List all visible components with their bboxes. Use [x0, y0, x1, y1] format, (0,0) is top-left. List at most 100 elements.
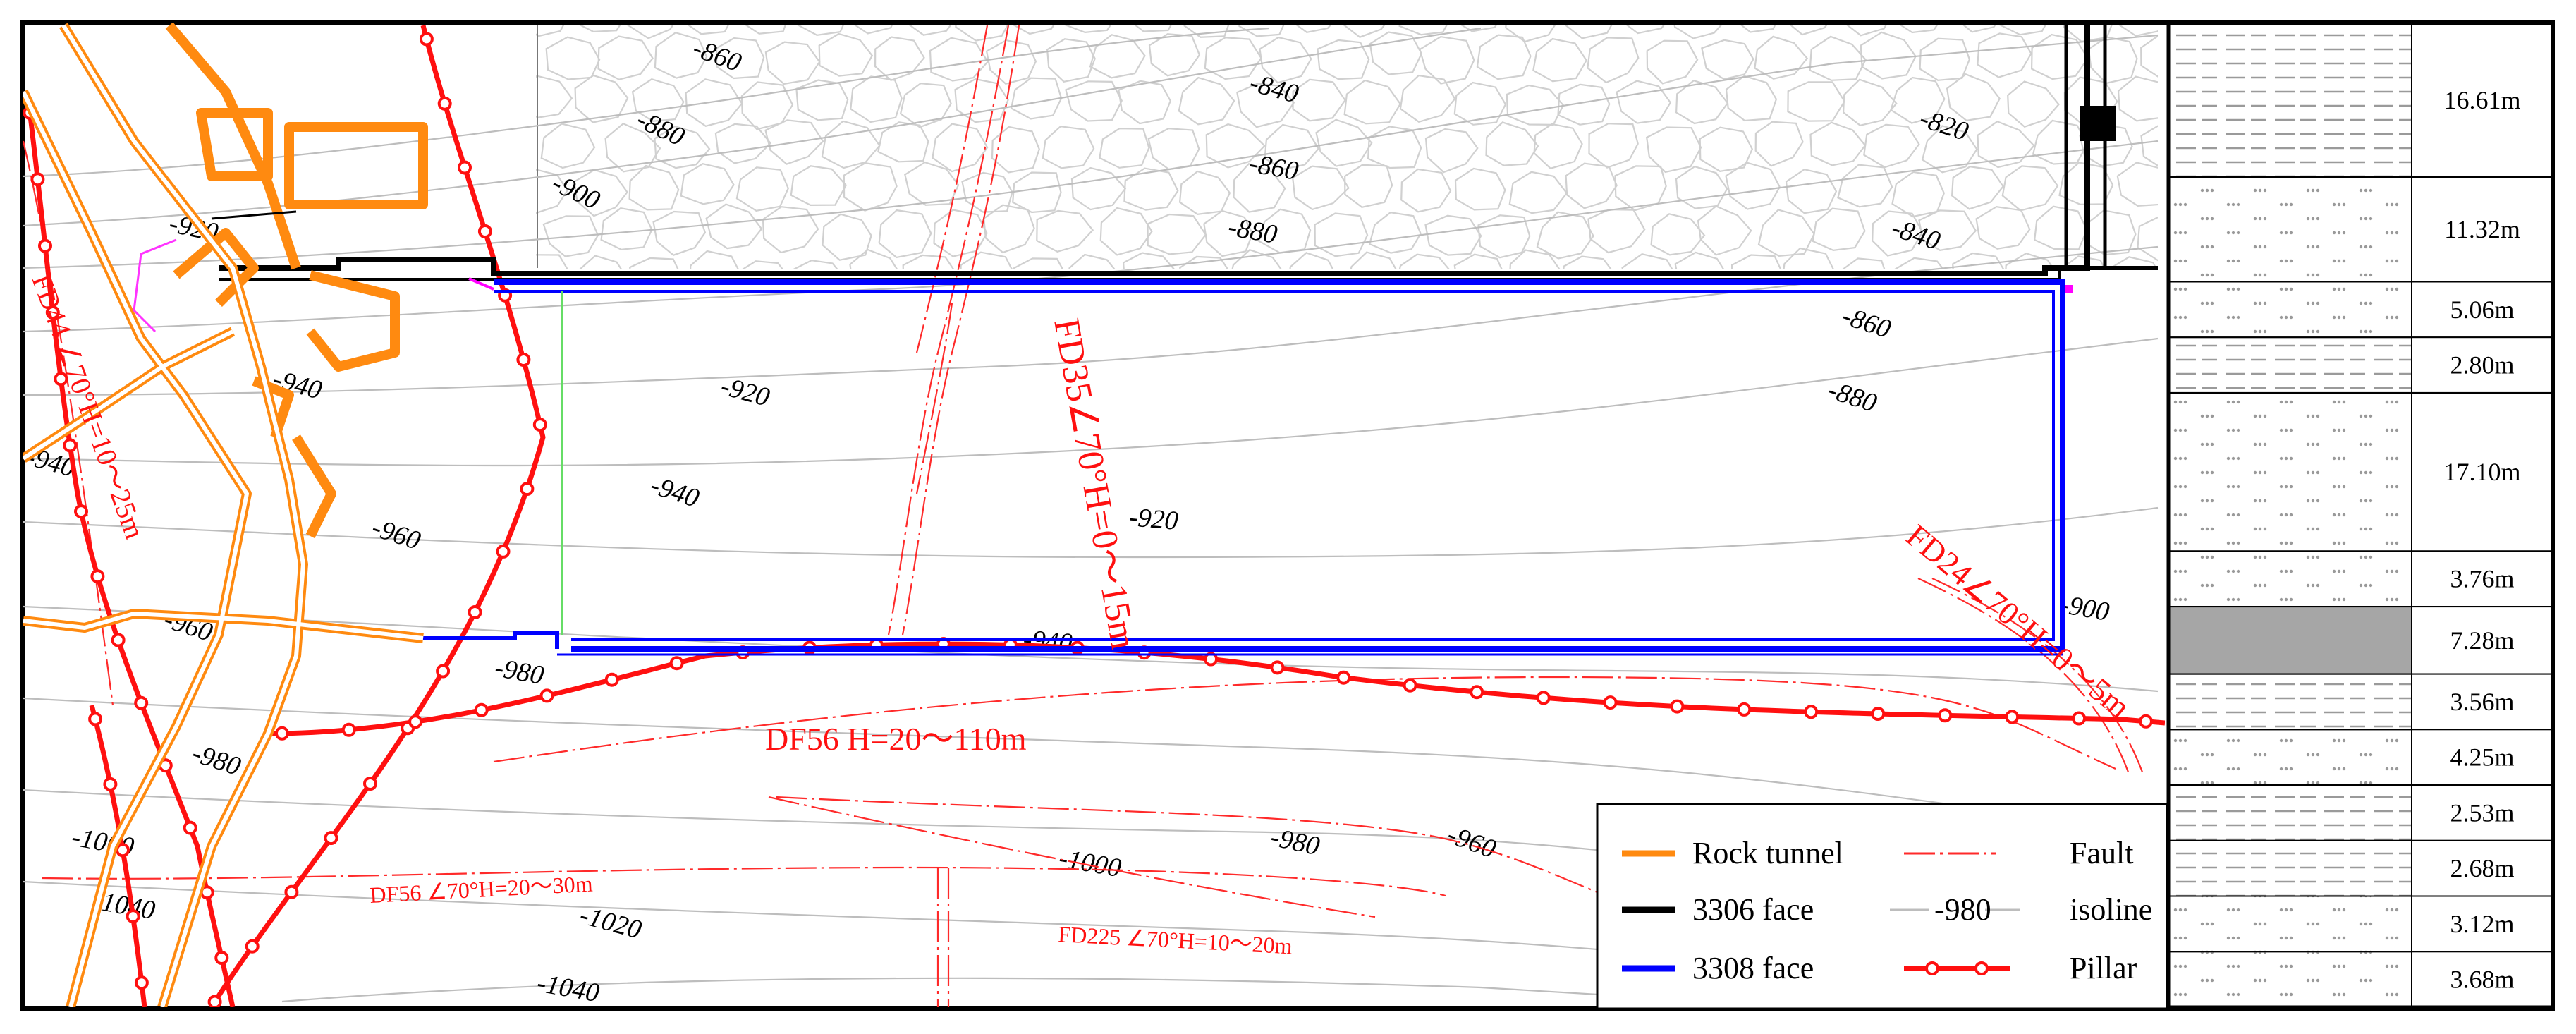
pillar-marker: [496, 544, 511, 559]
goaf-stone: [1315, 118, 1373, 167]
goaf-stone: [1424, 128, 1479, 174]
pillar-marker: [1737, 702, 1752, 717]
goaf-stone: [1999, 25, 2046, 36]
goaf-stone: [579, 255, 623, 269]
legend-pillar-dot: [1974, 961, 1989, 975]
goaf-stone: [1264, 123, 1320, 170]
goaf-stone: [1921, 125, 1978, 174]
goaf-stone: [1860, 31, 1917, 80]
pillar-marker: [183, 820, 197, 835]
goaf-stone: [1842, 78, 1898, 126]
column-value-cell: [2411, 895, 2553, 953]
goaf-stone: [631, 78, 685, 122]
column-value-cell: [2411, 23, 2553, 178]
goaf-stone: [1010, 77, 1063, 120]
goaf-stone: [1646, 126, 1702, 174]
goaf-stone: [1673, 25, 1722, 39]
column-thickness-label: 5.06m: [2450, 296, 2514, 324]
goaf-stone: [1368, 212, 1422, 254]
goaf-stone: [2030, 33, 2089, 80]
goaf-stone: [933, 209, 988, 257]
isoline-label: -840: [1888, 213, 1943, 256]
goaf-stone: [2032, 119, 2089, 165]
pillar-marker: [88, 712, 103, 726]
goaf-stone: [1785, 169, 1838, 214]
goaf-stone: [1123, 167, 1179, 211]
goaf-stone: [1699, 126, 1754, 172]
pillar-marker: [669, 656, 684, 671]
pillar-marker: [408, 714, 423, 729]
pillar-marker: [2005, 710, 2020, 724]
goaf-stone: [597, 35, 654, 80]
column-thickness-label: 7.28m: [2450, 626, 2514, 655]
goaf-stone: [579, 25, 621, 33]
goaf-stone: [1419, 35, 1475, 85]
goaf-stone: [1259, 36, 1312, 84]
isoline-label: -860: [1247, 149, 1300, 186]
goaf-stone: [1454, 167, 1506, 211]
goaf-stone: [1919, 37, 1971, 81]
isoline-label: -860: [1838, 301, 1894, 344]
legend-label-3308-face: 3308 face: [1692, 951, 1814, 985]
column-thickness-label: 3.76m: [2450, 565, 2514, 593]
pillar-marker: [30, 172, 45, 187]
goaf-stone: [1400, 168, 1452, 213]
goaf-stone: [2061, 255, 2106, 269]
column-value-cell: [2411, 336, 2553, 394]
goaf-stone: [1292, 165, 1350, 211]
fault-label-fd35: FD35∠70°H=0～15m: [1046, 315, 1144, 652]
goaf-stone: [1837, 164, 1893, 208]
pillar-marker: [1470, 685, 1484, 700]
pillar-marker: [1871, 707, 1886, 721]
goaf-stone: [688, 25, 729, 35]
goaf-stone: [740, 260, 784, 269]
pillar-marker: [1938, 708, 1953, 723]
column-layer: [2168, 951, 2412, 1009]
column-value-cell: [2411, 951, 2553, 1009]
pillar-marker: [436, 664, 451, 679]
goaf-stone: [1918, 209, 1977, 251]
goaf-stone: [1292, 78, 1346, 122]
goaf-stone: [685, 78, 743, 127]
goaf-stone: [1783, 247, 1835, 269]
goaf-stone: [1398, 253, 1451, 269]
goaf-stone: [1314, 212, 1369, 257]
column-layer: [2168, 673, 2412, 731]
goaf-stone: [2084, 209, 2137, 256]
goaf-stone: [1675, 79, 1729, 125]
goaf-stone: [1754, 35, 1809, 80]
pillar-marker: [1536, 691, 1551, 705]
goaf-stone: [628, 164, 680, 211]
pillar-marker: [539, 688, 554, 703]
goaf-stone: [902, 254, 955, 269]
pillar-marker: [275, 726, 289, 741]
goaf-stone: [2007, 80, 2060, 128]
fault-label-fd225: FD225 ∠70°H=10～20m: [1058, 921, 1293, 959]
column-layer: [2168, 392, 2412, 552]
goaf-stone: [1841, 257, 1886, 269]
goaf-stone: [1533, 123, 1583, 170]
column-layer: [2168, 729, 2412, 786]
pillar-marker: [2072, 711, 2087, 726]
pillar-marker: [532, 418, 547, 432]
isoline-label: -920: [718, 371, 773, 413]
goaf-stone: [745, 25, 786, 35]
pillar-marker: [134, 975, 149, 990]
legend-pillar-dot: [1925, 961, 1939, 975]
goaf-stone: [1587, 37, 1640, 84]
isoline-label: -880: [1226, 212, 1279, 250]
goaf-stone: [1536, 211, 1594, 260]
goaf-stone: [954, 78, 1009, 123]
goaf-stone: [1621, 253, 1673, 269]
goaf-stone: [899, 83, 952, 128]
legend-isoline-sample: -980: [1934, 892, 1991, 927]
goaf-stone: [843, 162, 898, 212]
goaf-stone: [1557, 83, 1611, 126]
goaf-stone: [795, 79, 849, 121]
column-layer: [2168, 281, 2412, 339]
goaf-stone: [1205, 123, 1266, 169]
pillar-marker: [1270, 660, 1285, 675]
goaf-stone: [1509, 249, 1561, 269]
pillar-marker: [116, 843, 130, 858]
column-layer: [2168, 23, 2412, 178]
